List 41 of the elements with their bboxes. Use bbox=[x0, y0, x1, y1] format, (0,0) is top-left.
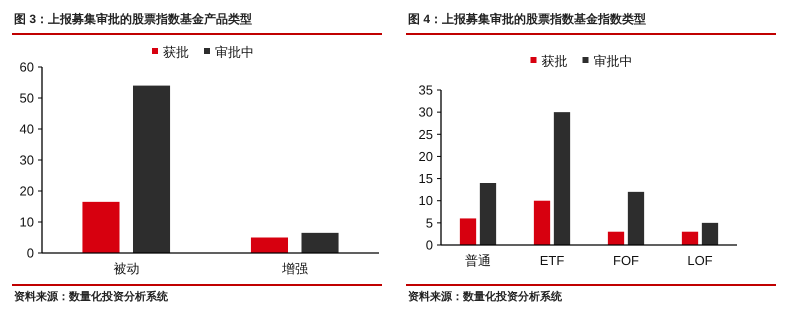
bar bbox=[301, 232, 339, 253]
bar bbox=[682, 232, 698, 245]
bar bbox=[608, 232, 624, 245]
bar bbox=[250, 238, 288, 253]
y-tick-label: 0 bbox=[426, 238, 433, 252]
bar bbox=[82, 202, 120, 253]
chart-title: 图 3：上报募集审批的股票指数基金产品类型 bbox=[14, 12, 252, 26]
x-tick-label: 增强 bbox=[280, 261, 308, 276]
x-tick-label: 被动 bbox=[113, 261, 140, 276]
x-tick-label: LOF bbox=[687, 253, 713, 268]
y-tick-label: 10 bbox=[418, 193, 433, 208]
y-tick-label: 0 bbox=[26, 246, 34, 260]
bar bbox=[460, 218, 476, 245]
y-tick-label: 40 bbox=[20, 122, 34, 136]
bar bbox=[132, 86, 170, 253]
y-tick-label: 30 bbox=[20, 152, 34, 168]
y-tick-label: 20 bbox=[20, 184, 34, 198]
y-tick-label: 30 bbox=[418, 104, 433, 120]
text: 资料来源：数量化投资分析系统 bbox=[408, 290, 563, 303]
bar bbox=[534, 200, 550, 245]
x-tick-label: FOF bbox=[613, 253, 640, 268]
legend-label: 获批 bbox=[542, 54, 568, 68]
y-tick-label: 25 bbox=[418, 126, 433, 142]
y-tick-label: 35 bbox=[418, 82, 433, 98]
bar bbox=[554, 112, 570, 245]
y-tick-label: 10 bbox=[20, 214, 34, 230]
y-tick-label: 15 bbox=[418, 171, 433, 186]
legend-label: 审批中 bbox=[215, 44, 254, 60]
bar bbox=[628, 192, 644, 245]
chart-title: 图 4：上报募集审批的股票指数基金指数类型 bbox=[408, 12, 646, 26]
y-tick-label: 50 bbox=[20, 90, 34, 106]
bar bbox=[480, 183, 496, 245]
text: 资料来源：数量化投资分析系统 bbox=[14, 290, 169, 303]
y-tick-label: 60 bbox=[20, 60, 34, 74]
legend-label: 获批 bbox=[163, 44, 189, 60]
y-tick-label: 5 bbox=[426, 215, 433, 230]
bar bbox=[702, 222, 718, 245]
y-tick-label: 20 bbox=[418, 148, 433, 164]
x-tick-label: 普通 bbox=[465, 253, 491, 268]
x-tick-label: ETF bbox=[540, 253, 564, 268]
legend-label: 审批中 bbox=[594, 54, 632, 68]
